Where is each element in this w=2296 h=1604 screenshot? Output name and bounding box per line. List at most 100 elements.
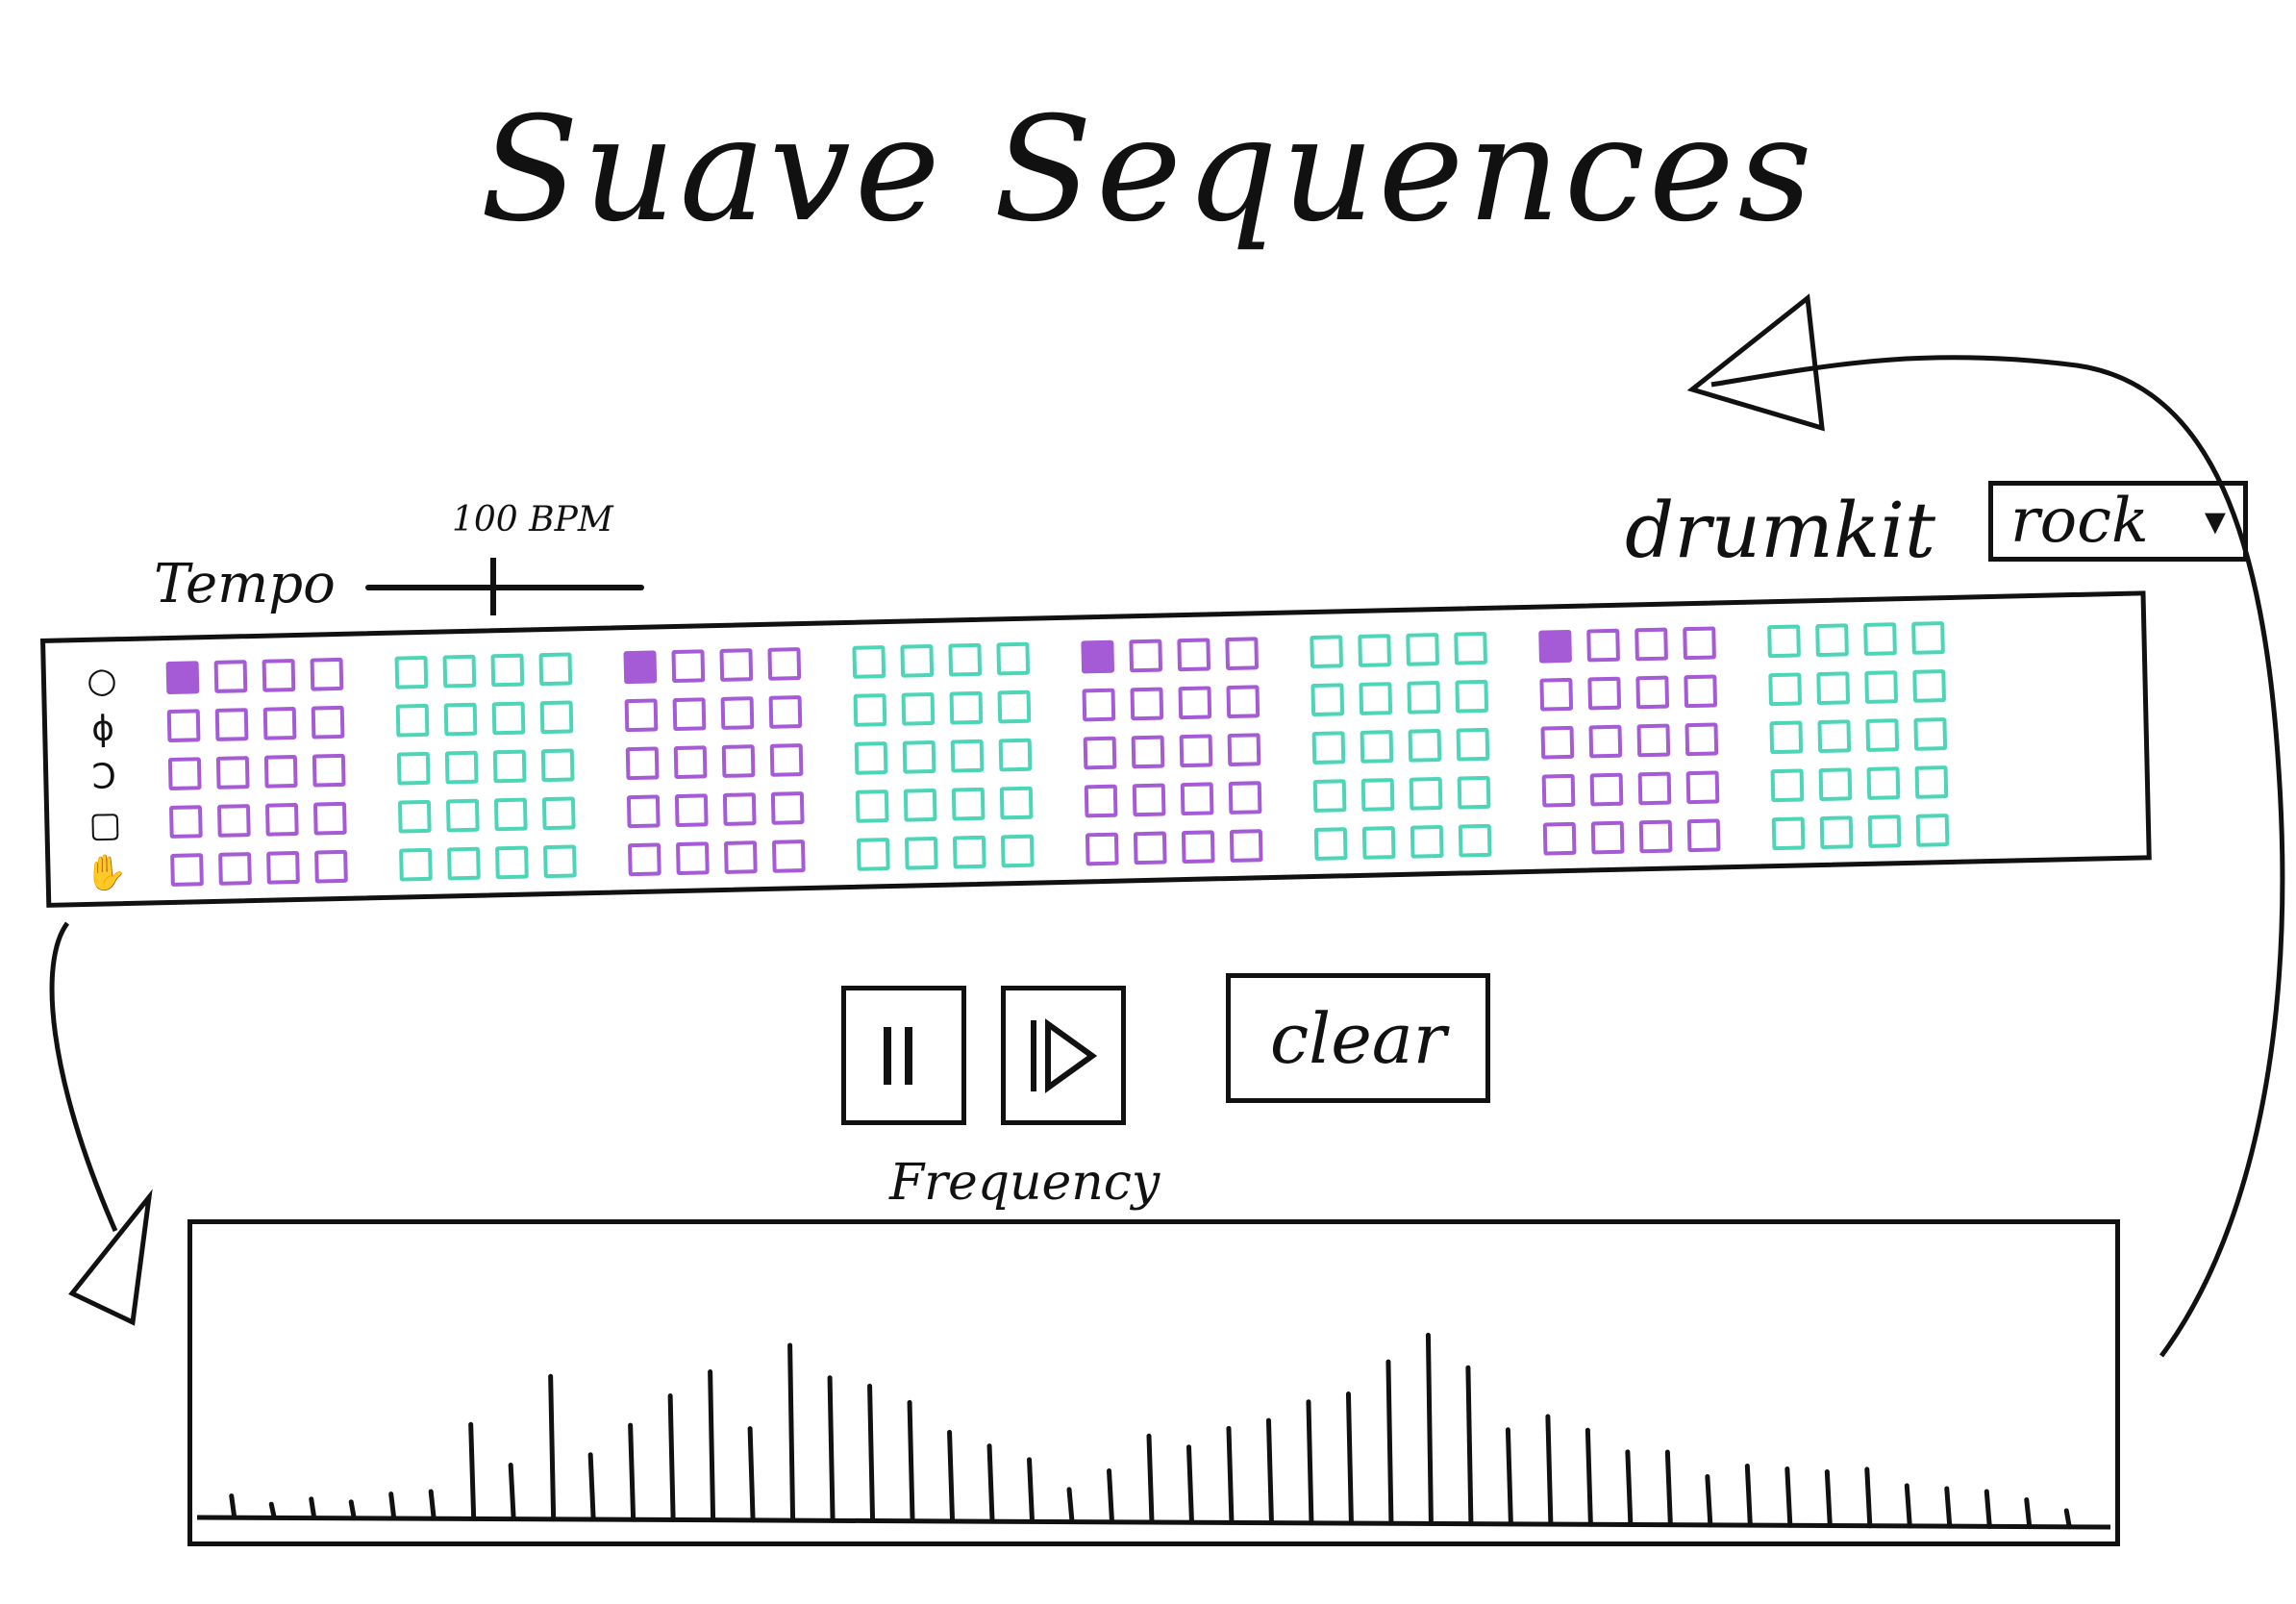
step-cell[interactable] xyxy=(1226,685,1260,719)
step-cell[interactable] xyxy=(1458,823,1492,858)
step-cell[interactable] xyxy=(624,698,659,733)
step-cell[interactable] xyxy=(1635,675,1670,710)
step-cell[interactable] xyxy=(312,753,346,788)
step-cell[interactable] xyxy=(1083,736,1117,770)
step-cell[interactable] xyxy=(722,792,757,826)
step-cell[interactable] xyxy=(314,849,348,884)
step-cell[interactable] xyxy=(167,757,202,791)
step-cell[interactable] xyxy=(1359,682,1393,715)
step-cell[interactable] xyxy=(1819,815,1854,850)
step-cell[interactable] xyxy=(263,754,298,789)
step-cell[interactable] xyxy=(771,840,806,873)
step-cell[interactable] xyxy=(399,847,433,882)
step-cell[interactable] xyxy=(723,840,758,874)
step-cell[interactable] xyxy=(1589,772,1624,807)
step-cell[interactable] xyxy=(447,846,481,881)
step-cell[interactable] xyxy=(673,745,708,780)
step-cell[interactable] xyxy=(1407,680,1441,714)
step-cell[interactable] xyxy=(627,842,661,877)
step-cell[interactable] xyxy=(720,696,755,730)
step-cell[interactable] xyxy=(1133,831,1167,865)
step-cell[interactable] xyxy=(1914,765,1949,799)
tempo-slider[interactable] xyxy=(365,558,644,615)
step-cell[interactable] xyxy=(999,786,1034,820)
step-cell[interactable] xyxy=(1771,816,1806,851)
step-cell[interactable] xyxy=(1180,782,1214,816)
step-cell[interactable] xyxy=(1587,676,1622,711)
step-cell[interactable] xyxy=(1312,779,1347,813)
step-cell[interactable] xyxy=(1769,720,1804,755)
step-cell[interactable] xyxy=(1409,776,1443,811)
step-cell[interactable] xyxy=(1225,637,1260,671)
step-cell[interactable] xyxy=(310,657,344,691)
tempo-slider-thumb[interactable] xyxy=(490,558,496,615)
step-cell[interactable] xyxy=(901,691,936,726)
step-cell[interactable] xyxy=(768,695,803,729)
step-cell[interactable] xyxy=(1084,784,1118,818)
step-cell[interactable] xyxy=(1685,722,1719,757)
step-cell[interactable] xyxy=(1911,621,1945,655)
step-cell[interactable] xyxy=(997,689,1032,724)
step-cell[interactable] xyxy=(266,850,300,885)
step-cell[interactable] xyxy=(1179,734,1213,768)
step-cell[interactable] xyxy=(900,643,935,678)
step-cell[interactable] xyxy=(490,653,525,688)
step-cell[interactable] xyxy=(675,841,710,876)
step-cell[interactable] xyxy=(1913,717,1948,751)
step-cell[interactable] xyxy=(948,642,983,677)
step-cell[interactable] xyxy=(767,647,802,681)
step-cell[interactable] xyxy=(495,845,529,880)
step-cell[interactable] xyxy=(1539,677,1574,712)
step-cell[interactable] xyxy=(1131,735,1165,769)
step-cell[interactable] xyxy=(1313,827,1348,861)
step-cell[interactable] xyxy=(311,705,345,739)
step-cell[interactable] xyxy=(443,702,478,737)
step-cell[interactable] xyxy=(165,661,200,695)
step-cell[interactable] xyxy=(1685,770,1720,805)
step-cell[interactable] xyxy=(538,652,573,687)
step-cell[interactable] xyxy=(1408,728,1442,763)
step-cell[interactable] xyxy=(264,802,299,837)
step-cell[interactable] xyxy=(262,659,296,692)
step-cell[interactable] xyxy=(214,708,249,741)
step-cell[interactable] xyxy=(1770,768,1805,803)
step-cell[interactable] xyxy=(168,805,203,839)
step-cell[interactable] xyxy=(672,697,707,732)
play-button[interactable] xyxy=(1001,986,1126,1125)
clear-button[interactable]: clear xyxy=(1226,973,1490,1103)
step-cell[interactable] xyxy=(1863,622,1897,656)
step-cell[interactable] xyxy=(491,701,526,736)
step-cell[interactable] xyxy=(1361,826,1396,860)
step-cell[interactable] xyxy=(444,750,479,785)
step-cell[interactable] xyxy=(1456,727,1490,762)
step-cell[interactable] xyxy=(1310,635,1344,669)
step-cell[interactable] xyxy=(952,835,986,869)
step-cell[interactable] xyxy=(541,796,576,831)
step-cell[interactable] xyxy=(853,693,887,727)
step-cell[interactable] xyxy=(1817,719,1852,754)
step-cell[interactable] xyxy=(854,741,888,775)
step-cell[interactable] xyxy=(626,794,661,829)
step-cell[interactable] xyxy=(1686,818,1721,853)
step-cell[interactable] xyxy=(1406,633,1440,666)
step-cell[interactable] xyxy=(262,706,297,740)
step-cell[interactable] xyxy=(1636,723,1671,758)
step-cell[interactable] xyxy=(769,743,804,777)
step-cell[interactable] xyxy=(1178,686,1212,720)
step-cell[interactable] xyxy=(1912,669,1947,703)
step-cell[interactable] xyxy=(540,748,575,783)
step-cell[interactable] xyxy=(218,852,252,886)
step-cell[interactable] xyxy=(1866,766,1901,800)
step-cell[interactable] xyxy=(856,838,890,871)
step-cell[interactable] xyxy=(1767,624,1801,659)
step-cell[interactable] xyxy=(1410,824,1444,859)
step-cell[interactable] xyxy=(1590,820,1625,855)
step-cell[interactable] xyxy=(852,645,886,679)
step-cell[interactable] xyxy=(721,744,756,778)
step-cell[interactable] xyxy=(1541,773,1576,808)
step-cell[interactable] xyxy=(1588,724,1623,759)
step-cell[interactable] xyxy=(1638,819,1673,854)
step-cell[interactable] xyxy=(625,746,660,781)
step-cell[interactable] xyxy=(1864,670,1899,704)
step-cell[interactable] xyxy=(1684,674,1718,709)
